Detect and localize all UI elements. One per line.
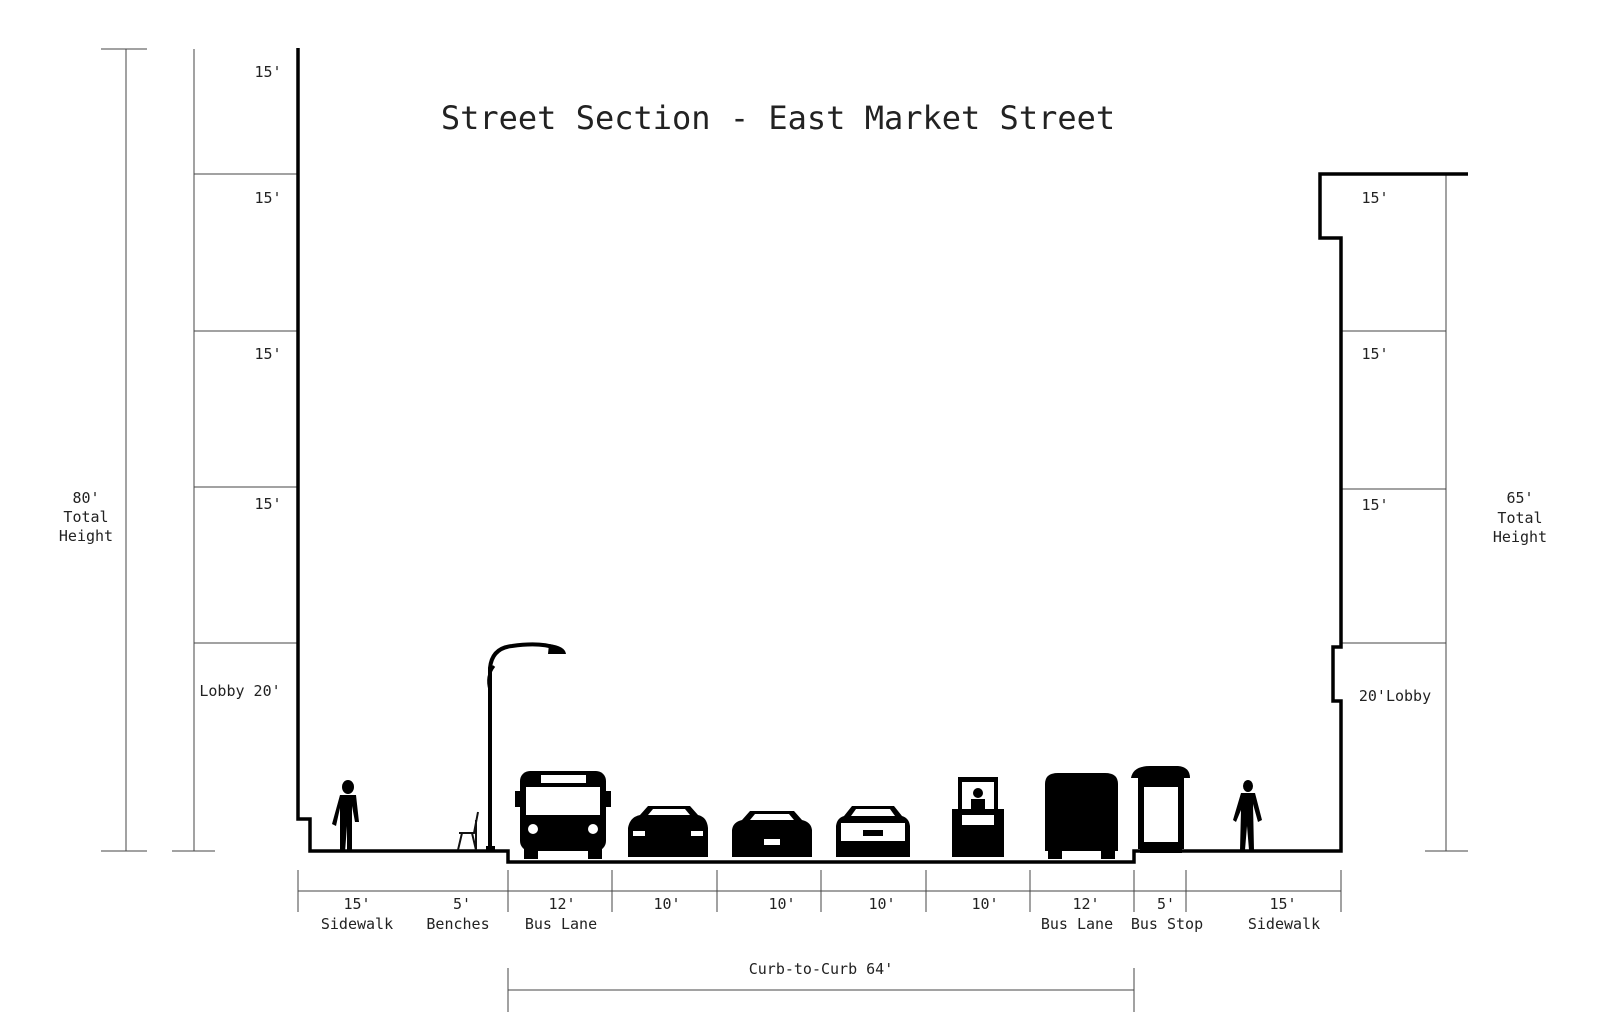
segment-name: Sidewalk (1248, 915, 1320, 933)
segment-name: Sidewalk (321, 915, 393, 933)
left-floor-lines (172, 49, 298, 852)
pedestrian-right-icon (1233, 780, 1262, 850)
car-icon (732, 811, 812, 857)
street-profile-outline (296, 48, 1468, 864)
segment-name: Benches (426, 915, 489, 933)
curb-to-curb-dimension (507, 968, 1135, 1012)
left-floor-label: 15' (254, 63, 281, 81)
segment-name: Bus Lane (525, 915, 597, 933)
right-floor-label: 15' (1361, 345, 1388, 363)
left-floor-label: 15' (254, 495, 281, 513)
car-icon (836, 806, 910, 857)
curb-to-curb-label: Curb-to-Curb 64' (749, 960, 894, 978)
bus-front-icon (515, 771, 611, 859)
left-total-height-word2: Height (59, 527, 113, 545)
segment-name: Bus Lane (1041, 915, 1113, 933)
forklift-icon (952, 777, 1004, 857)
segment-dimension-line (297, 870, 1342, 912)
street-lamp-icon (486, 642, 566, 852)
right-total-height-value: 65' (1506, 489, 1533, 507)
left-total-height-word: Total (63, 508, 108, 526)
right-total-height-word2: Height (1493, 528, 1547, 546)
car-icon (628, 806, 708, 857)
right-lobby-label: 20'Lobby (1359, 687, 1431, 705)
segment-width: 5' (1157, 895, 1175, 913)
diagram-title: Street Section - East Market Street (441, 99, 1115, 137)
segment-width: 15' (1269, 895, 1296, 913)
left-lobby-label: Lobby 20' (199, 682, 280, 700)
segment-name: Bus Stop (1131, 915, 1203, 933)
bus-shelter-icon (1131, 766, 1190, 853)
left-floor-label: 15' (254, 345, 281, 363)
segment-width: 10' (653, 895, 680, 913)
right-floor-lines (1341, 174, 1468, 852)
left-total-height-dimension (101, 48, 147, 852)
segment-width: 12' (548, 895, 575, 913)
left-floor-label: 15' (254, 189, 281, 207)
right-floor-label: 15' (1361, 189, 1388, 207)
segment-width: 5' (453, 895, 471, 913)
left-total-height-value: 80' (72, 489, 99, 507)
bus-rear-icon (1045, 773, 1118, 859)
segment-width: 10' (868, 895, 895, 913)
right-total-height-word: Total (1497, 509, 1542, 527)
segment-width: 15' (343, 895, 370, 913)
segment-width: 10' (768, 895, 795, 913)
bench-icon (457, 811, 479, 851)
pedestrian-left-icon (332, 780, 359, 852)
right-floor-label: 15' (1361, 496, 1388, 514)
segment-width: 10' (971, 895, 998, 913)
segment-width: 12' (1072, 895, 1099, 913)
